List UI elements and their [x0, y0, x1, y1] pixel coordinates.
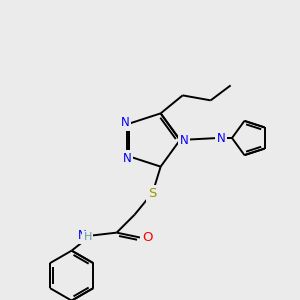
Text: O: O [142, 231, 153, 244]
Text: N: N [121, 116, 130, 129]
Text: N: N [180, 134, 188, 148]
Text: S: S [148, 187, 157, 200]
Text: N: N [217, 131, 225, 145]
Text: N: N [78, 229, 87, 242]
Text: N: N [123, 152, 132, 165]
Text: H: H [83, 232, 92, 242]
